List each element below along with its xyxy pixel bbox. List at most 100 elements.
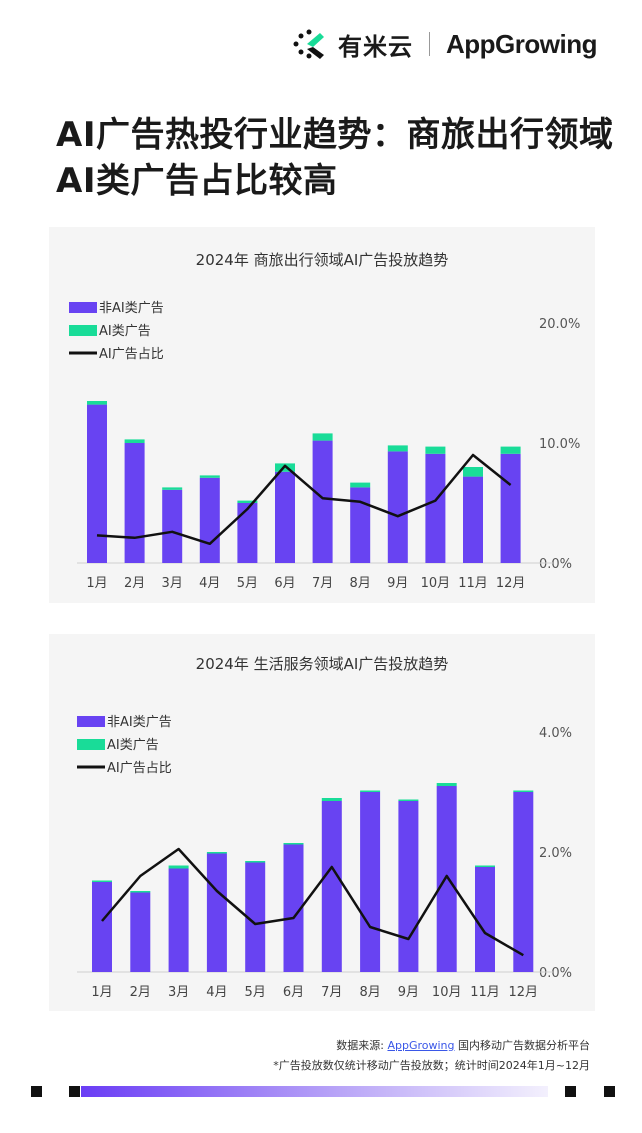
footnote: *广告投放数仅统计移动广告投放数；统计时间2024年1月~12月	[273, 1059, 590, 1072]
x-tick-label: 10月	[421, 576, 451, 591]
chart-panel-travel: 2024年 商旅出行领域AI广告投放趋势非AI类广告 AI类广告 AI广告占比 20.…	[49, 227, 595, 603]
legend-ai-label: AI类广告	[99, 324, 151, 339]
bar-nonai	[387, 451, 408, 563]
bar-ai	[237, 500, 258, 503]
bar-ai	[206, 852, 227, 854]
bar-ai	[168, 865, 189, 869]
legend-nonai-label: 非AI类广告	[107, 715, 172, 730]
deco-gradient-bar	[81, 1086, 548, 1097]
x-tick-label: 6月	[283, 985, 304, 1000]
x-tick-label: 3月	[162, 576, 183, 591]
page-title: AI广告热投行业趋势：商旅出行领域AI类广告占比较高	[56, 115, 614, 201]
bar-nonai	[398, 801, 419, 972]
bar-nonai	[245, 862, 266, 972]
appgrowing-link[interactable]: AppGrowing	[387, 1039, 455, 1052]
bar-nonai	[500, 453, 521, 563]
x-tick-label: 12月	[496, 576, 526, 591]
y2-tick-label: 0.0%	[539, 966, 572, 981]
x-tick-label: 11月	[458, 576, 488, 591]
y2-tick-label: 2.0%	[539, 846, 572, 861]
bar-nonai	[206, 853, 227, 972]
bar-ai	[360, 790, 381, 792]
deco-square-mid	[69, 1086, 80, 1097]
bar-ai	[162, 487, 183, 490]
bar-nonai	[513, 792, 534, 972]
bar-ai	[513, 790, 534, 792]
bar-nonai	[92, 882, 112, 972]
bar-ai	[463, 467, 483, 477]
legend-ratio-label: AI广告占比	[99, 347, 164, 362]
bar-ai	[350, 482, 371, 488]
legend-ai-label: AI类广告	[107, 738, 159, 753]
youmi-brand-name: 有米云	[338, 32, 413, 61]
data-source-prefix: 数据来源:	[336, 1039, 388, 1052]
deco-square-right1	[565, 1086, 576, 1097]
bar-ai	[312, 433, 333, 441]
bar-nonai	[199, 477, 220, 563]
chart-title: 2024年 生活服务领域AI广告投放趋势	[196, 655, 449, 673]
bar-nonai	[425, 453, 446, 563]
y2-tick-label: 20.0%	[539, 317, 580, 332]
y2-tick-label: 0.0%	[539, 557, 572, 572]
bar-nonai	[463, 476, 483, 563]
x-tick-label: 7月	[321, 985, 342, 1000]
youmi-logo-icon	[293, 29, 324, 59]
bar-ai	[321, 798, 342, 801]
x-tick-label: 5月	[245, 985, 266, 1000]
ratio-line	[96, 453, 512, 546]
bar-nonai	[350, 487, 371, 563]
brand-divider	[429, 32, 430, 56]
legend-nonai-label: 非AI类广告	[99, 301, 164, 316]
bar-ai	[436, 783, 457, 786]
bar-ai	[398, 799, 419, 801]
legend-ai-swatch	[69, 325, 97, 336]
chart-panel-life-service: 2024年 生活服务领域AI广告投放趋势非AI类广告 AI类广告 AI广告占比 4.0…	[49, 634, 595, 1011]
chart-title: 2024年 商旅出行领域AI广告投放趋势	[196, 251, 449, 269]
bar-nonai	[283, 844, 304, 972]
legend-ai-swatch	[77, 739, 105, 750]
deco-square-left	[31, 1086, 42, 1097]
x-tick-label: 2月	[124, 576, 145, 591]
x-tick-label: 11月	[470, 985, 500, 1000]
x-tick-label: 4月	[206, 985, 227, 1000]
bar-nonai	[475, 867, 495, 972]
appgrowing-brand-name: AppGrowing	[446, 28, 597, 59]
legend-nonai-swatch	[77, 716, 105, 727]
x-tick-label: 10月	[432, 985, 462, 1000]
x-tick-label: 8月	[359, 985, 380, 1000]
x-tick-label: 8月	[350, 576, 371, 591]
x-tick-label: 12月	[509, 985, 539, 1000]
bar-ai	[283, 843, 304, 845]
x-tick-label: 4月	[199, 576, 220, 591]
bar-nonai	[162, 489, 183, 563]
bar-ai	[475, 865, 495, 867]
x-tick-label: 5月	[237, 576, 258, 591]
x-tick-label: 1月	[86, 576, 107, 591]
bar-ai	[199, 475, 220, 478]
ratio-line	[101, 847, 524, 957]
bar-nonai	[360, 792, 381, 972]
bar-nonai	[436, 786, 457, 972]
bar-ai	[500, 446, 521, 454]
x-tick-label: 9月	[387, 576, 408, 591]
bar-nonai	[237, 503, 258, 563]
legend-nonai-swatch	[69, 302, 97, 313]
bar-ai	[387, 445, 408, 452]
bar-ai	[124, 439, 145, 443]
data-source-suffix: 国内移动广告数据分析平台	[454, 1039, 590, 1052]
x-tick-label: 2月	[130, 985, 151, 1000]
bar-nonai	[275, 471, 295, 563]
bar-ai	[87, 401, 107, 405]
bar-ai	[92, 880, 112, 882]
legend-ratio-label: AI广告占比	[107, 761, 172, 776]
bar-nonai	[312, 440, 333, 563]
bar-ai	[130, 891, 151, 893]
bar-nonai	[321, 801, 342, 972]
y2-tick-label: 4.0%	[539, 726, 572, 741]
deco-square-right2	[604, 1086, 615, 1097]
x-tick-label: 9月	[398, 985, 419, 1000]
brand-header: 有米云 AppGrowing	[290, 24, 597, 64]
bar-nonai	[130, 892, 151, 972]
